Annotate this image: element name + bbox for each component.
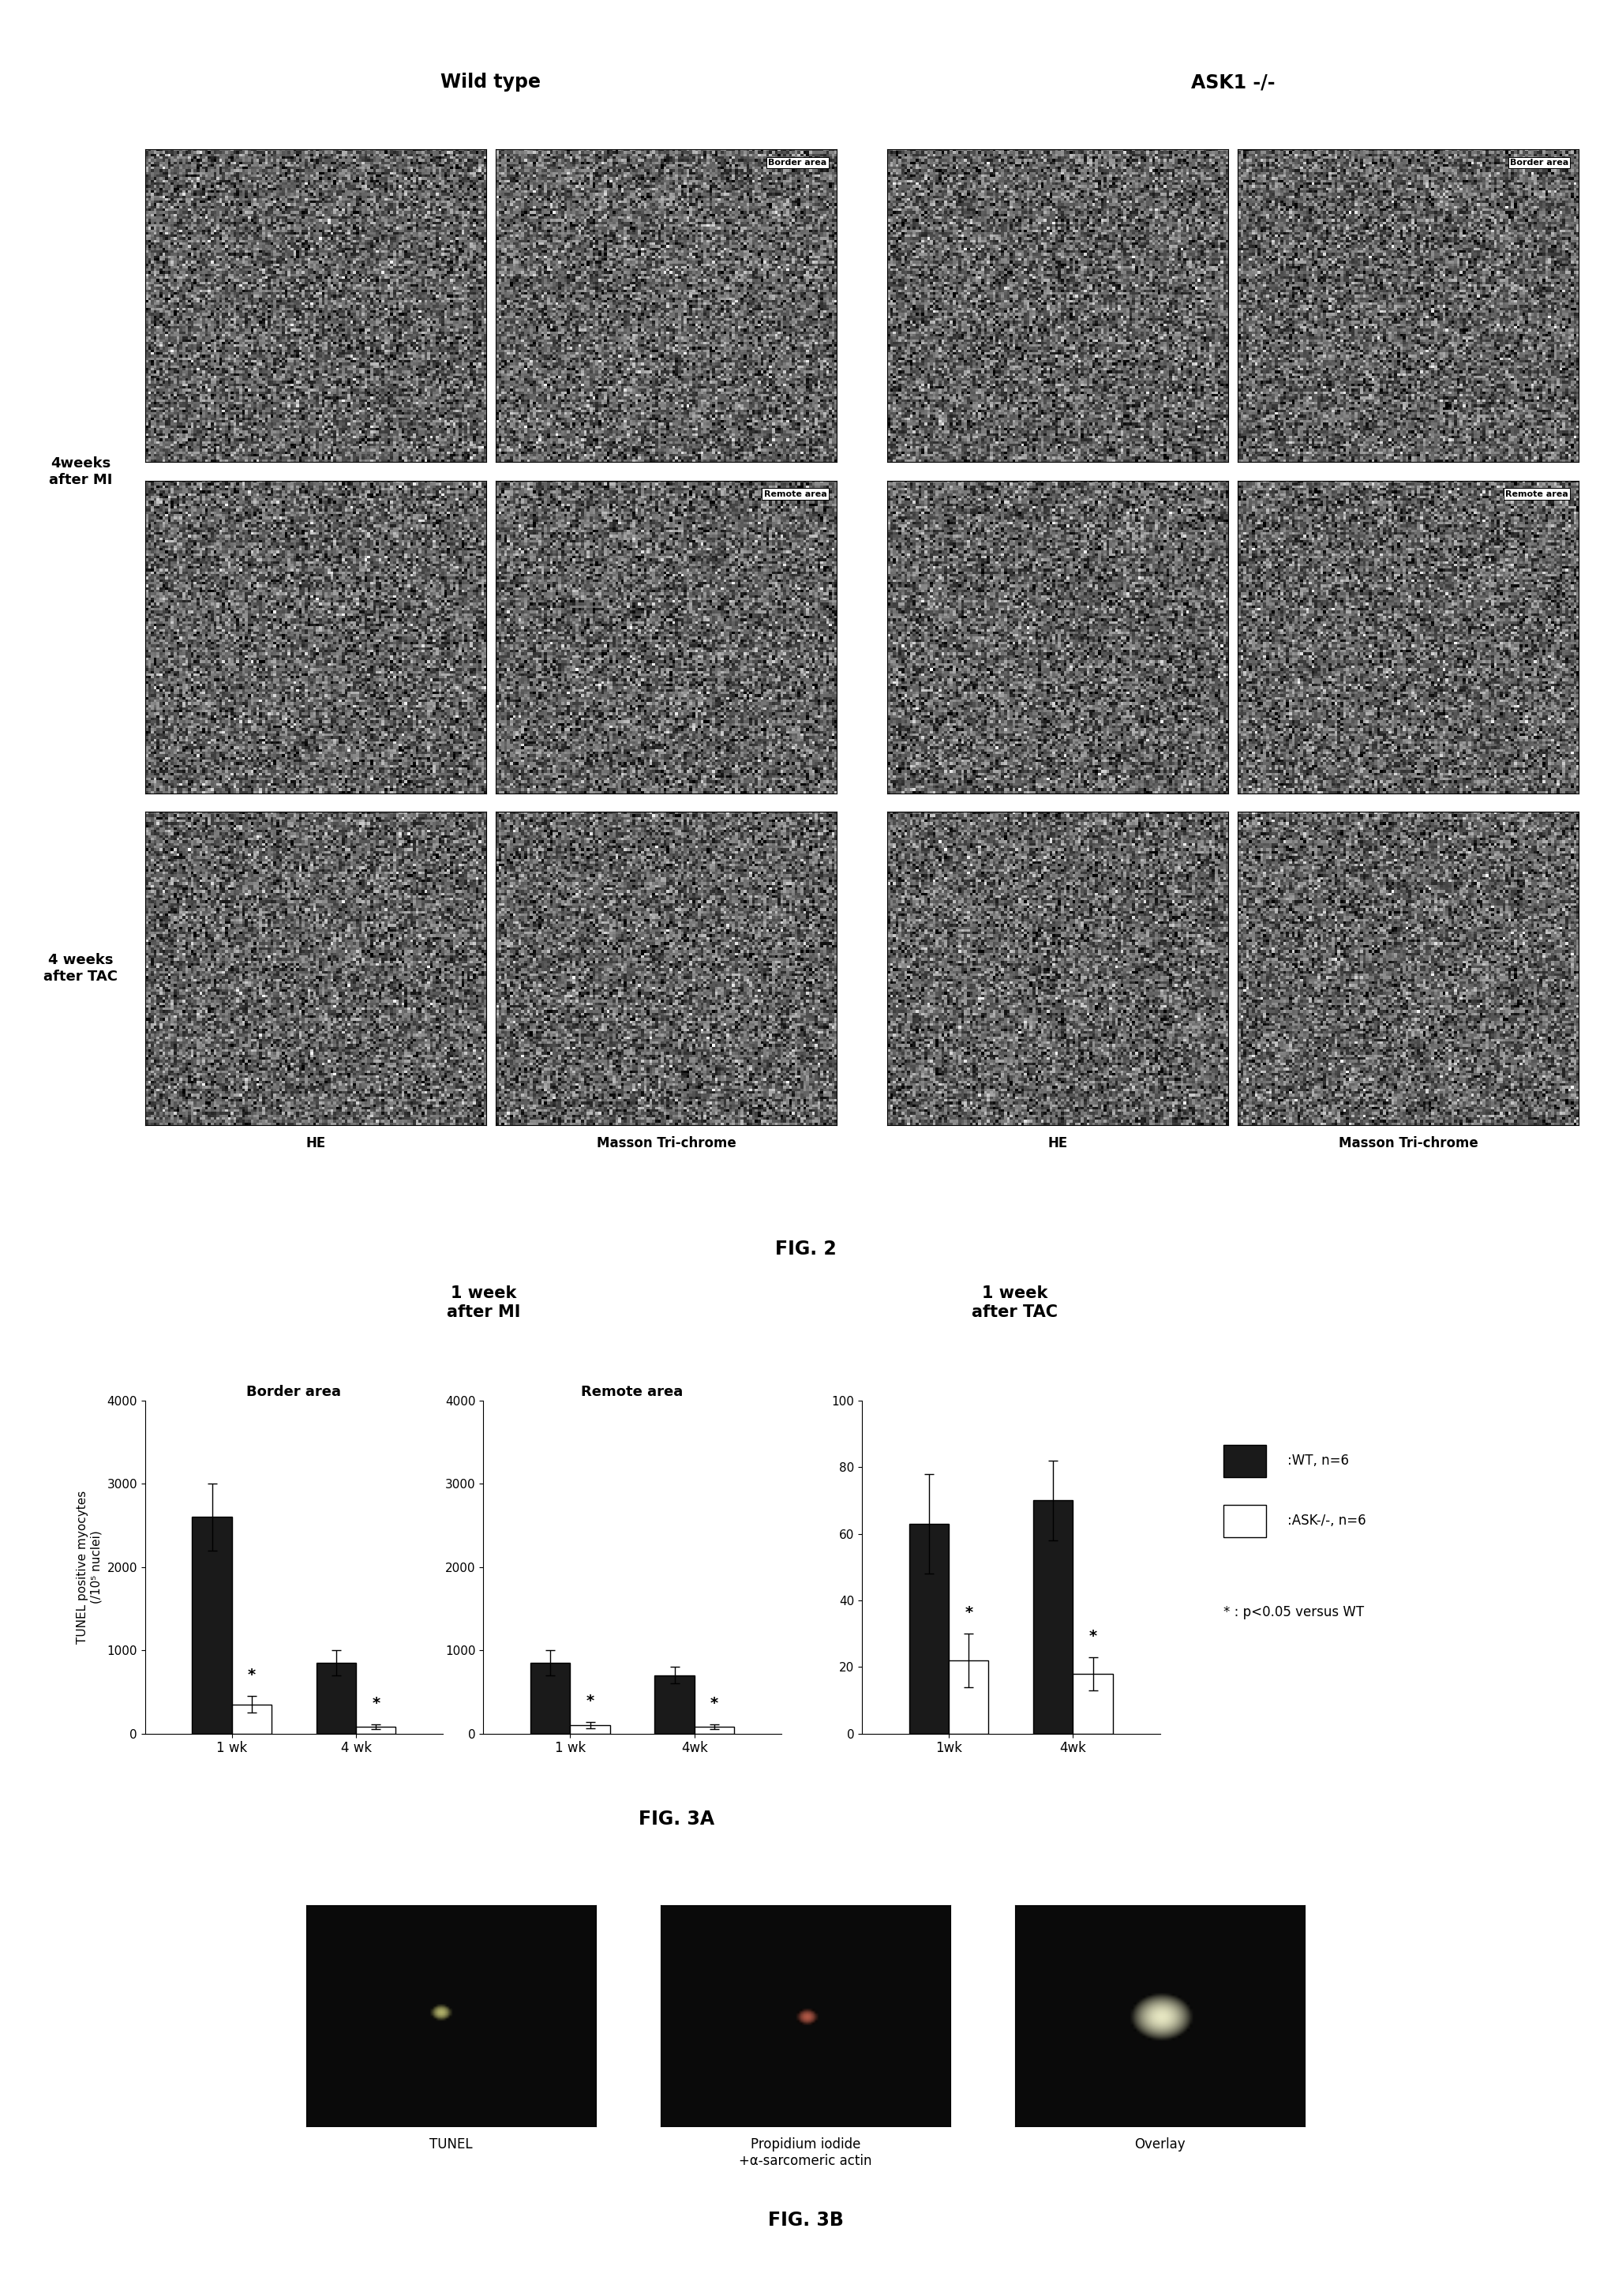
- Bar: [192, 1518, 232, 1733]
- Text: HE: HE: [1047, 1137, 1068, 1150]
- Text: *: *: [586, 1694, 594, 1708]
- Text: Remote area: Remote area: [1506, 489, 1569, 498]
- Text: FIG. 3B: FIG. 3B: [768, 2211, 843, 2229]
- Bar: [232, 1704, 272, 1733]
- Bar: [570, 1724, 611, 1733]
- Text: Masson Tri-chrome: Masson Tri-chrome: [1339, 1137, 1477, 1150]
- Text: *: *: [710, 1697, 719, 1711]
- Bar: [316, 1662, 356, 1733]
- Text: Wild type: Wild type: [441, 73, 541, 92]
- Text: FIG. 3A: FIG. 3A: [638, 1809, 715, 1828]
- Text: :ASK-/-, n=6: :ASK-/-, n=6: [1287, 1513, 1366, 1527]
- Text: FIG. 2: FIG. 2: [775, 1240, 836, 1258]
- Text: *: *: [372, 1697, 380, 1711]
- Text: 1 week
after TAC: 1 week after TAC: [971, 1286, 1058, 1320]
- Bar: [530, 1662, 570, 1733]
- Bar: [356, 1727, 396, 1733]
- Bar: [1073, 1674, 1113, 1733]
- Bar: [1223, 1444, 1266, 1476]
- Text: ASK1 -/-: ASK1 -/-: [1191, 73, 1274, 92]
- Text: 1 week
after MI: 1 week after MI: [446, 1286, 520, 1320]
- Text: *: *: [248, 1667, 256, 1683]
- Text: TUNEL: TUNEL: [430, 2138, 472, 2151]
- Bar: [1223, 1504, 1266, 1536]
- Text: :WT, n=6: :WT, n=6: [1287, 1453, 1348, 1467]
- Text: * : p<0.05 versus WT: * : p<0.05 versus WT: [1223, 1605, 1365, 1619]
- Text: *: *: [1089, 1628, 1097, 1644]
- Text: Propidium iodide
+α-sarcomeric actin: Propidium iodide +α-sarcomeric actin: [739, 2138, 872, 2167]
- Title: Border area: Border area: [246, 1384, 342, 1398]
- Text: Masson Tri-chrome: Masson Tri-chrome: [596, 1137, 736, 1150]
- Bar: [654, 1676, 694, 1733]
- Text: *: *: [965, 1605, 973, 1621]
- Text: Overlay: Overlay: [1134, 2138, 1186, 2151]
- Text: Border area: Border area: [1510, 158, 1569, 168]
- Text: HE: HE: [306, 1137, 325, 1150]
- Title: Remote area: Remote area: [582, 1384, 683, 1398]
- Bar: [949, 1660, 989, 1733]
- Bar: [909, 1525, 949, 1733]
- Text: 4weeks
after MI: 4weeks after MI: [48, 457, 113, 487]
- Text: 4 weeks
after TAC: 4 weeks after TAC: [43, 953, 118, 985]
- Bar: [1033, 1502, 1073, 1733]
- Bar: [694, 1727, 735, 1733]
- Text: Border area: Border area: [768, 158, 826, 168]
- Y-axis label: TUNEL positive myocytes
(/10⁵ nuclei): TUNEL positive myocytes (/10⁵ nuclei): [77, 1490, 103, 1644]
- Text: Remote area: Remote area: [764, 489, 826, 498]
